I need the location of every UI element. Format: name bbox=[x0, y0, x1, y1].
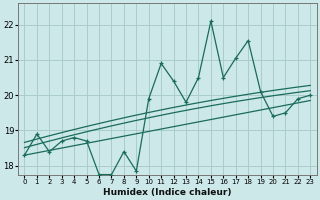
X-axis label: Humidex (Indice chaleur): Humidex (Indice chaleur) bbox=[103, 188, 232, 197]
